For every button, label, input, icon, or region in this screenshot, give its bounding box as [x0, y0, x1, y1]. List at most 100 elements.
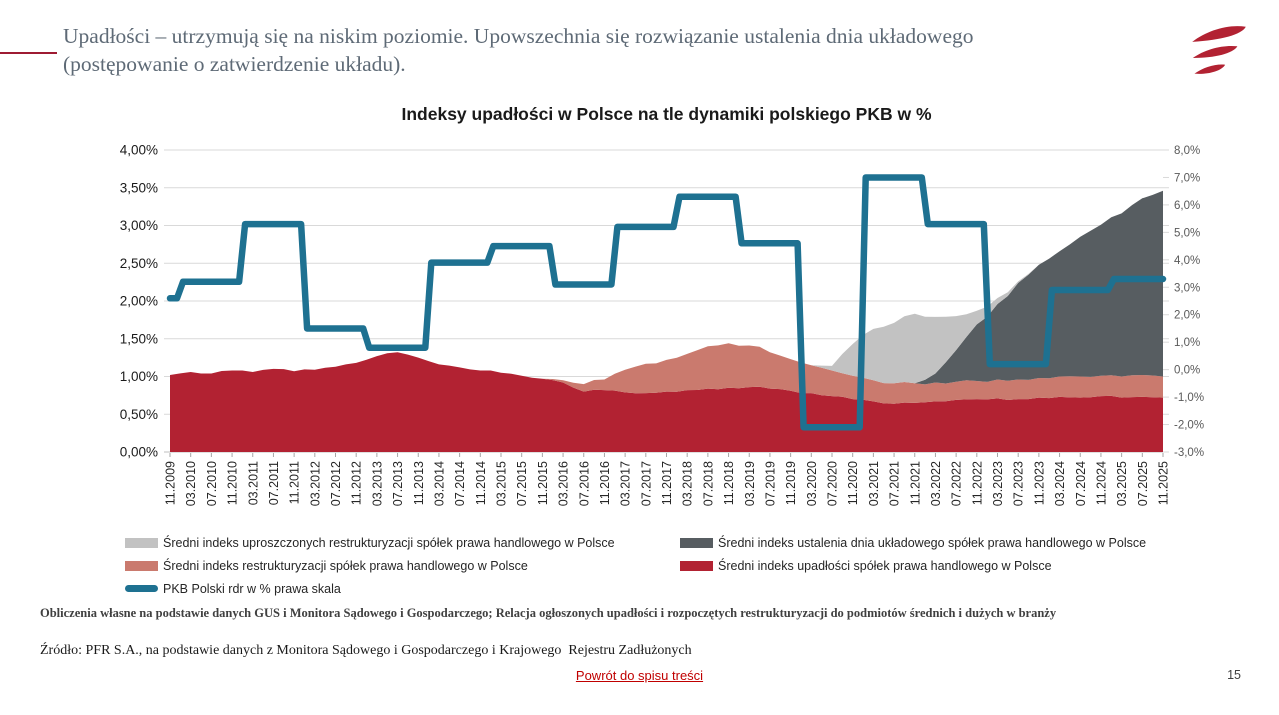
- x-axis-label: 07.2021: [888, 461, 902, 506]
- page-number: 15: [1227, 668, 1241, 682]
- x-axis-label: 07.2016: [577, 461, 591, 506]
- x-axis-label: 07.2020: [826, 461, 840, 506]
- y-axis-right-label: 8,0%: [1174, 145, 1200, 157]
- y-axis-left-label: 2,00%: [120, 294, 158, 309]
- x-axis-label: 11.2014: [474, 461, 488, 505]
- x-axis-label: 11.2024: [1094, 461, 1108, 505]
- x-axis-label: 11.2015: [536, 461, 550, 505]
- x-axis-label: 11.2010: [226, 461, 240, 505]
- slide-title: Upadłości – utrzymują się na niskim pozi…: [63, 24, 974, 77]
- legend-label: Średni indeks ustalenia dnia układowego …: [718, 535, 1147, 550]
- x-axis-label: 11.2025: [1157, 461, 1171, 505]
- x-axis-label: 03.2012: [308, 461, 322, 506]
- chart-title: Indeksy upadłości w Polsce na tle dynami…: [401, 104, 932, 124]
- y-axis-right-label: -1,0%: [1174, 392, 1204, 404]
- y-axis-left-label: 1,00%: [120, 369, 158, 384]
- x-axis-label: 07.2024: [1074, 461, 1088, 506]
- y-axis-left-label: 2,50%: [120, 256, 158, 271]
- source-line: Źródło: PFR S.A., na podstawie danych z …: [40, 643, 692, 658]
- x-axis-label: 11.2018: [722, 461, 736, 505]
- x-axis-label: 03.2011: [246, 461, 260, 505]
- x-axis-label: 11.2012: [350, 461, 364, 505]
- back-to-toc-link[interactable]: Powrót do spisu treści: [575, 668, 704, 683]
- x-axis-label: 03.2017: [619, 461, 633, 506]
- x-axis-label: 03.2013: [370, 461, 384, 506]
- x-axis-label: 03.2024: [1053, 461, 1067, 506]
- legend-color-swatch: [125, 537, 158, 548]
- x-axis-label: 03.2016: [557, 461, 571, 506]
- x-axis-label: 11.2009: [164, 461, 178, 505]
- x-axis-label: 07.2017: [639, 461, 653, 506]
- x-axis-label: 07.2015: [515, 461, 529, 506]
- x-axis-label: 03.2010: [184, 461, 198, 506]
- area-series: [170, 190, 1163, 385]
- legend-color-swatch: [125, 560, 158, 571]
- x-axis-label: 11.2021: [908, 461, 922, 505]
- legend-item: PKB Polski rdr w % prawa skala: [125, 577, 615, 600]
- legend-label: Średni indeks upadłości spółek prawa han…: [718, 558, 1052, 573]
- x-axis-label: 07.2010: [205, 461, 219, 506]
- legend-label: Średni indeks restrukturyzacji spółek pr…: [163, 558, 528, 573]
- area-series: [170, 190, 1163, 385]
- y-axis-left-label: 0,50%: [120, 407, 158, 422]
- legend-color-swatch: [680, 560, 713, 571]
- legend-item: Średni indeks upadłości spółek prawa han…: [680, 554, 1146, 577]
- y-axis-right-label: -2,0%: [1174, 420, 1204, 432]
- x-axis-label: 11.2016: [598, 461, 612, 505]
- x-axis-label: 11.2019: [784, 461, 798, 505]
- y-axis-right-label: 7,0%: [1174, 172, 1200, 184]
- x-axis-label: 07.2025: [1136, 461, 1150, 506]
- x-axis-label: 07.2022: [950, 461, 964, 506]
- x-axis-label: 11.2011: [288, 461, 302, 504]
- y-axis-left-label: 3,00%: [120, 218, 158, 233]
- legend-color-swatch: [680, 537, 713, 548]
- y-axis-right-label: 5,0%: [1174, 227, 1200, 239]
- y-axis-left-label: 3,50%: [120, 180, 158, 195]
- footnote-text: Obliczenia własne na podstawie danych GU…: [40, 606, 1057, 620]
- legend-label: PKB Polski rdr w % prawa skala: [163, 581, 341, 596]
- y-axis-right-label: 4,0%: [1174, 255, 1200, 267]
- x-axis-label: 03.2021: [867, 461, 881, 506]
- x-axis-label: 07.2023: [1012, 461, 1026, 506]
- legend-item: Średni indeks uproszczonych restrukturyz…: [125, 531, 615, 554]
- header-accent-line: [0, 52, 57, 54]
- y-axis-right-label: 3,0%: [1174, 282, 1200, 294]
- x-axis-label: 11.2022: [970, 461, 984, 505]
- x-axis-label: 07.2019: [763, 461, 777, 506]
- legend-item: Średni indeks restrukturyzacji spółek pr…: [125, 554, 615, 577]
- y-axis-right-label: -3,0%: [1174, 447, 1204, 459]
- area-series: [170, 343, 1163, 404]
- x-axis-label: 11.2013: [412, 461, 426, 505]
- x-axis-label: 03.2020: [805, 461, 819, 506]
- pfr-logo-icon: [1192, 26, 1246, 74]
- x-axis-label: 07.2013: [391, 461, 405, 506]
- legend-column-left: Średni indeks uproszczonych restrukturyz…: [125, 531, 615, 600]
- x-axis-label: 03.2022: [929, 461, 943, 506]
- x-axis-label: 07.2018: [701, 461, 715, 506]
- legend-item: Średni indeks ustalenia dnia układowego …: [680, 531, 1146, 554]
- y-axis-left-label: 1,50%: [120, 331, 158, 346]
- x-axis-label: 07.2011: [267, 461, 281, 505]
- y-axis-left-label: 4,00%: [120, 143, 158, 158]
- y-axis-left-label: 0,00%: [120, 445, 158, 460]
- x-axis-label: 11.2017: [660, 461, 674, 505]
- x-axis-label: 11.2023: [1032, 461, 1046, 505]
- y-axis-right-label: 2,0%: [1174, 310, 1200, 322]
- legend-label: Średni indeks uproszczonych restrukturyz…: [163, 535, 615, 550]
- y-axis-right-label: 6,0%: [1174, 200, 1200, 212]
- x-axis-label: 03.2025: [1115, 461, 1129, 506]
- x-axis-label: 03.2015: [495, 461, 509, 506]
- x-axis-label: 03.2014: [432, 461, 446, 506]
- y-axis-right-label: 0,0%: [1174, 365, 1200, 377]
- x-axis-label: 03.2018: [681, 461, 695, 506]
- pkb-line: [166, 174, 1167, 431]
- x-axis-label: 07.2012: [329, 461, 343, 506]
- x-axis-label: 11.2020: [846, 461, 860, 505]
- x-axis-label: 03.2023: [991, 461, 1005, 506]
- x-axis-label: 07.2014: [453, 461, 467, 506]
- x-axis-label: 03.2019: [743, 461, 757, 506]
- back-to-toc: Powrót do spisu treści: [0, 668, 1279, 683]
- legend-column-right: Średni indeks ustalenia dnia układowego …: [680, 531, 1146, 577]
- legend-line-swatch: [125, 585, 158, 592]
